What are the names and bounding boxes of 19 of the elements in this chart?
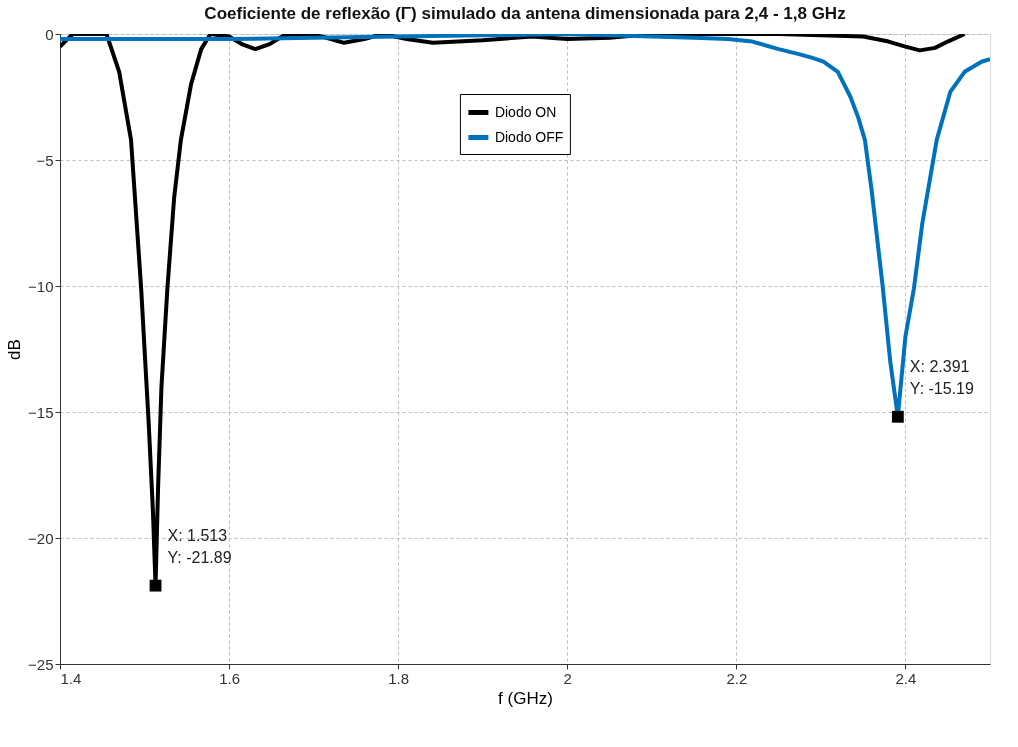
y-tick-label: −5 — [36, 151, 54, 169]
y-tick-label: −20 — [28, 529, 54, 547]
x-axis-title: f (GHz) — [498, 688, 553, 708]
legend-label: Diodo ON — [494, 103, 557, 120]
chart-title: Coeficiente de reflexão (Γ) simulado da antena dimensionada para 2,4 - 1,8 GHz — [204, 4, 846, 23]
legend-label: Diodo OFF — [494, 128, 564, 145]
y-tick-label: −10 — [28, 277, 54, 295]
x-tick-label: 2.4 — [895, 669, 917, 687]
x-tick-label: 2 — [563, 669, 572, 687]
x-tick-label: 1.6 — [219, 669, 241, 687]
x-tick-label: 1.8 — [388, 669, 410, 687]
x-tick-label: 1.4 — [60, 669, 82, 687]
x-tick-label: 2.2 — [726, 669, 748, 687]
y-tick-label: −25 — [28, 655, 54, 673]
y-tick-label: −15 — [28, 403, 54, 421]
annotation: X: 2.391 Y: -15.19 — [909, 357, 974, 397]
y-axis-title: dB — [5, 339, 25, 360]
annotation: X: 1.513 Y: -21.89 — [167, 526, 232, 566]
y-tick-label: 0 — [45, 25, 54, 43]
